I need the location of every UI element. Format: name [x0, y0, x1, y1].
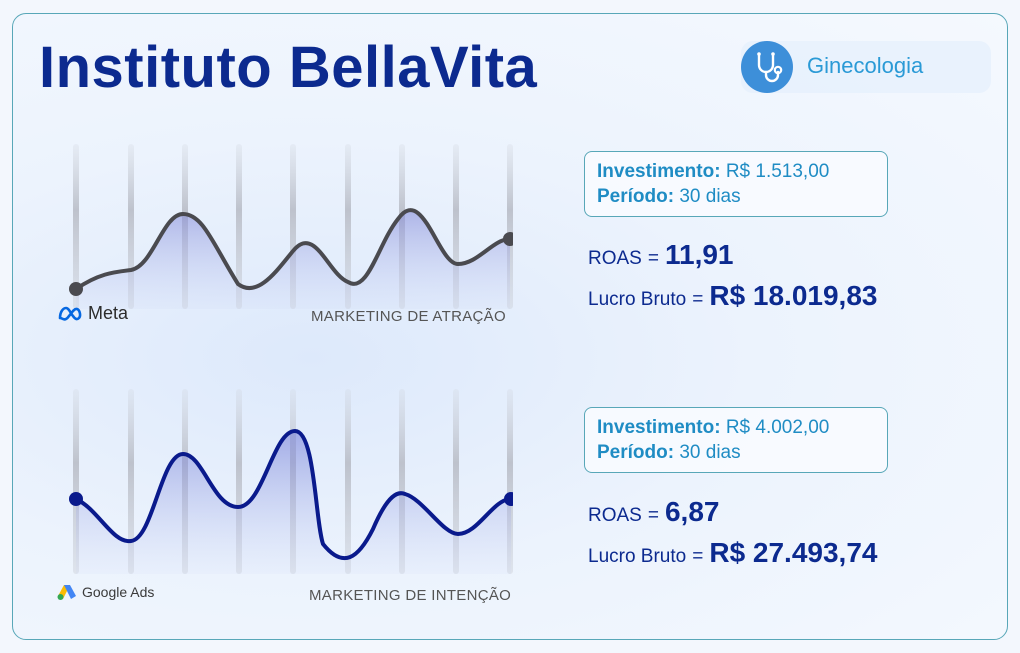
wave-chart-google: [69, 389, 513, 574]
profit-metric-google: Lucro Bruto = R$ 27.493,74: [588, 537, 878, 568]
period-value: 30 dias: [679, 186, 741, 207]
wave-area-meta: [76, 210, 510, 309]
profit-value: R$ 18.019,83: [709, 280, 878, 311]
roas-value: 6,87: [664, 496, 720, 527]
investment-row: Investimento: R$ 4.002,00: [597, 415, 875, 440]
roas-label: ROAS: [588, 505, 642, 526]
wave-area-google: [76, 431, 511, 574]
channel-label-intention: MARKETING DE INTENÇÃO: [309, 587, 512, 604]
profit-metric-meta: Lucro Bruto = R$ 18.019,83: [588, 280, 878, 311]
meta-brand-label: Meta: [88, 303, 129, 323]
profit-value: R$ 27.493,74: [709, 537, 878, 568]
profit-label: Lucro Bruto: [588, 289, 687, 310]
meta-brand: Meta: [57, 303, 128, 324]
investment-row: Investimento: R$ 1.513,00: [597, 159, 875, 184]
wave-line-google: [74, 428, 513, 561]
roas-metric-google: ROAS = 6,87: [588, 496, 720, 527]
wave-start-dot: [69, 492, 83, 506]
period-label: Período:: [597, 442, 675, 463]
meta-logo-icon: [58, 306, 82, 321]
wave-line-meta: [74, 208, 512, 291]
wave-start-dot: [69, 282, 83, 296]
investment-label: Investimento:: [597, 161, 721, 182]
roas-label: ROAS: [588, 248, 642, 269]
roas-metric-meta: ROAS = 11,91: [588, 239, 734, 270]
investment-box-meta: Investimento: R$ 1.513,00 Período: 30 di…: [584, 151, 888, 217]
page-title: Instituto BellaVita: [39, 35, 538, 100]
stethoscope-icon: [741, 41, 793, 93]
wave-end-dot: [503, 232, 513, 246]
google-ads-brand-label: Google Ads: [82, 584, 155, 600]
wave-end-dot: [504, 492, 513, 506]
period-row: Período: 30 dias: [597, 184, 875, 209]
period-label: Período:: [597, 186, 675, 207]
investment-box-google: Investimento: R$ 4.002,00 Período: 30 di…: [584, 407, 888, 473]
infographic-card: Instituto BellaVita Ginecologia: [12, 13, 1008, 640]
investment-value: R$ 1.513,00: [725, 161, 830, 182]
investment-label: Investimento:: [597, 417, 721, 438]
specialty-badge: Ginecologia: [741, 41, 991, 93]
specialty-label: Ginecologia: [807, 53, 924, 78]
google-ads-brand: Google Ads: [57, 583, 154, 601]
channel-label-attraction: MARKETING DE ATRAÇÃO: [311, 308, 506, 325]
profit-label: Lucro Bruto: [588, 546, 687, 567]
wave-chart-meta: [69, 144, 513, 309]
period-value: 30 dias: [679, 442, 741, 463]
period-row: Período: 30 dias: [597, 440, 875, 465]
roas-value: 11,91: [664, 239, 734, 270]
investment-value: R$ 4.002,00: [725, 417, 830, 438]
google-ads-logo-icon: [57, 585, 76, 600]
